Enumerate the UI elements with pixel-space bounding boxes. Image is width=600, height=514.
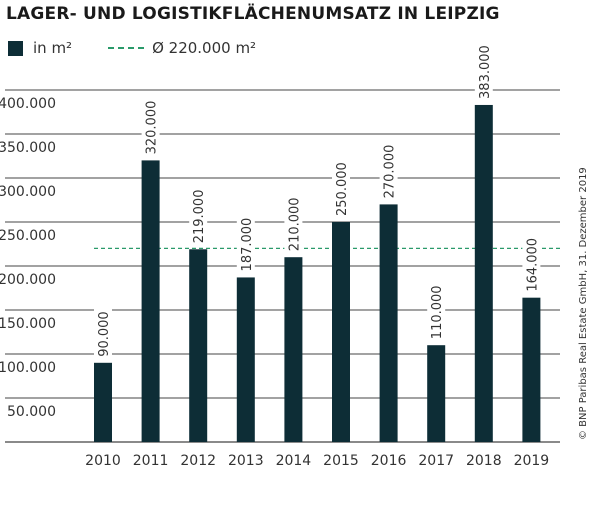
bar-2013 bbox=[236, 277, 255, 442]
bar-2015 bbox=[332, 222, 350, 442]
legend-label-bars: in m² bbox=[33, 39, 73, 57]
x-tick-label: 2013 bbox=[228, 453, 264, 469]
bar-2012 bbox=[189, 249, 208, 442]
data-label-background bbox=[427, 289, 446, 342]
bar-2011 bbox=[141, 160, 160, 442]
data-label: 320.000 bbox=[145, 101, 160, 155]
bar-2016 bbox=[379, 204, 398, 442]
data-label-background bbox=[474, 48, 493, 101]
data-label: 164.000 bbox=[525, 238, 540, 292]
y-tick-label: 50.000 bbox=[7, 404, 56, 420]
y-tick-label: 100.000 bbox=[0, 360, 56, 376]
data-label: 210.000 bbox=[287, 197, 302, 251]
data-label-background bbox=[141, 104, 160, 157]
data-label: 383.000 bbox=[478, 45, 493, 99]
y-tick-label: 200.000 bbox=[0, 272, 56, 288]
x-tick-label: 2014 bbox=[276, 453, 312, 469]
x-tick-label: 2010 bbox=[85, 453, 121, 469]
bar-2018 bbox=[474, 104, 493, 443]
y-tick-label: 250.000 bbox=[0, 228, 56, 244]
data-label-background bbox=[236, 221, 255, 274]
legend: in m² Ø 220.000 m² bbox=[8, 38, 256, 58]
legend-swatch-average-line bbox=[108, 47, 145, 49]
x-tick-label: 2015 bbox=[323, 453, 359, 469]
data-label: 110.000 bbox=[430, 285, 445, 339]
data-label-background bbox=[284, 201, 303, 254]
data-label-background bbox=[189, 193, 208, 246]
x-tick-label: 2017 bbox=[418, 453, 454, 469]
y-tick-label: 400.000 bbox=[0, 96, 56, 112]
data-label-background bbox=[522, 241, 541, 294]
x-tick-label: 2012 bbox=[180, 453, 216, 469]
bar-2019 bbox=[522, 297, 541, 442]
data-label: 187.000 bbox=[240, 218, 255, 272]
bar-2017 bbox=[427, 345, 446, 442]
legend-swatch-bars bbox=[8, 40, 23, 56]
data-label: 270.000 bbox=[383, 145, 398, 199]
x-tick-label: 2018 bbox=[466, 453, 502, 469]
bar-2010 bbox=[94, 362, 112, 442]
chart-title: LAGER- UND LOGISTIKFLÄCHENUMSATZ IN LEIP… bbox=[6, 4, 500, 24]
legend-label-average: Ø 220.000 m² bbox=[152, 39, 257, 57]
data-label: 250.000 bbox=[335, 162, 350, 216]
y-tick-label: 300.000 bbox=[0, 184, 56, 200]
copyright-note: © BNP Paribas Real Estate GmbH, 31. Deze… bbox=[578, 167, 589, 440]
data-label: 219.000 bbox=[192, 190, 207, 244]
x-tick-label: 2011 bbox=[133, 453, 169, 469]
data-label-background bbox=[332, 166, 350, 218]
x-tick-label: 2019 bbox=[514, 453, 550, 469]
bar-2014 bbox=[284, 257, 303, 442]
data-label-background bbox=[94, 306, 112, 359]
y-tick-label: 150.000 bbox=[0, 316, 56, 332]
y-tick-label: 350.000 bbox=[0, 140, 56, 156]
data-label: 90.000 bbox=[97, 311, 112, 357]
x-tick-label: 2016 bbox=[371, 453, 407, 469]
data-label-background bbox=[379, 148, 398, 201]
